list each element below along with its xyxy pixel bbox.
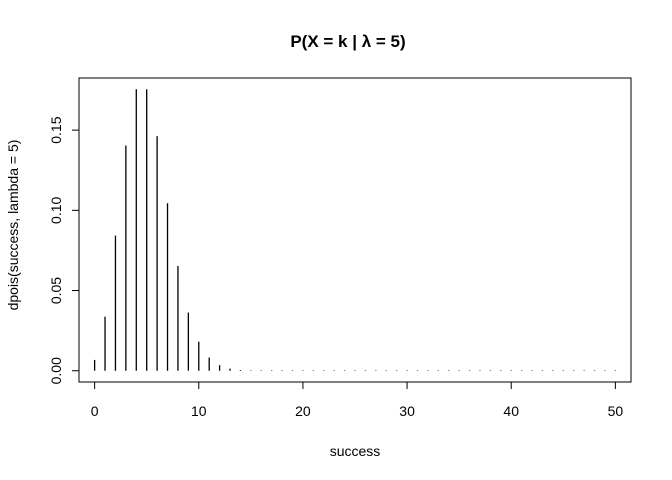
x-tick-label-50: 50 bbox=[608, 403, 624, 419]
y-axis: 0.00 0.05 0.10 0.15 bbox=[48, 116, 80, 384]
chart-title: P(X = k | λ = 5) bbox=[290, 32, 405, 51]
y-tick-label-3: 0.15 bbox=[48, 116, 64, 143]
y-tick-label-1: 0.05 bbox=[48, 277, 64, 304]
x-tick-label-30: 30 bbox=[399, 403, 415, 419]
x-tick-label-40: 40 bbox=[503, 403, 519, 419]
x-axis-label: success bbox=[330, 443, 381, 459]
x-axis: 0 10 20 30 40 50 bbox=[91, 381, 624, 419]
x-tick-label-20: 20 bbox=[295, 403, 311, 419]
x-tick-label-10: 10 bbox=[191, 403, 207, 419]
bars bbox=[93, 89, 617, 371]
y-tick-label-0: 0.00 bbox=[48, 357, 64, 384]
y-tick-label-2: 0.10 bbox=[48, 196, 64, 223]
y-axis-label: dpois(success, lambda = 5) bbox=[5, 140, 21, 311]
x-tick-label-0: 0 bbox=[91, 403, 99, 419]
plot-frame bbox=[78, 77, 632, 383]
